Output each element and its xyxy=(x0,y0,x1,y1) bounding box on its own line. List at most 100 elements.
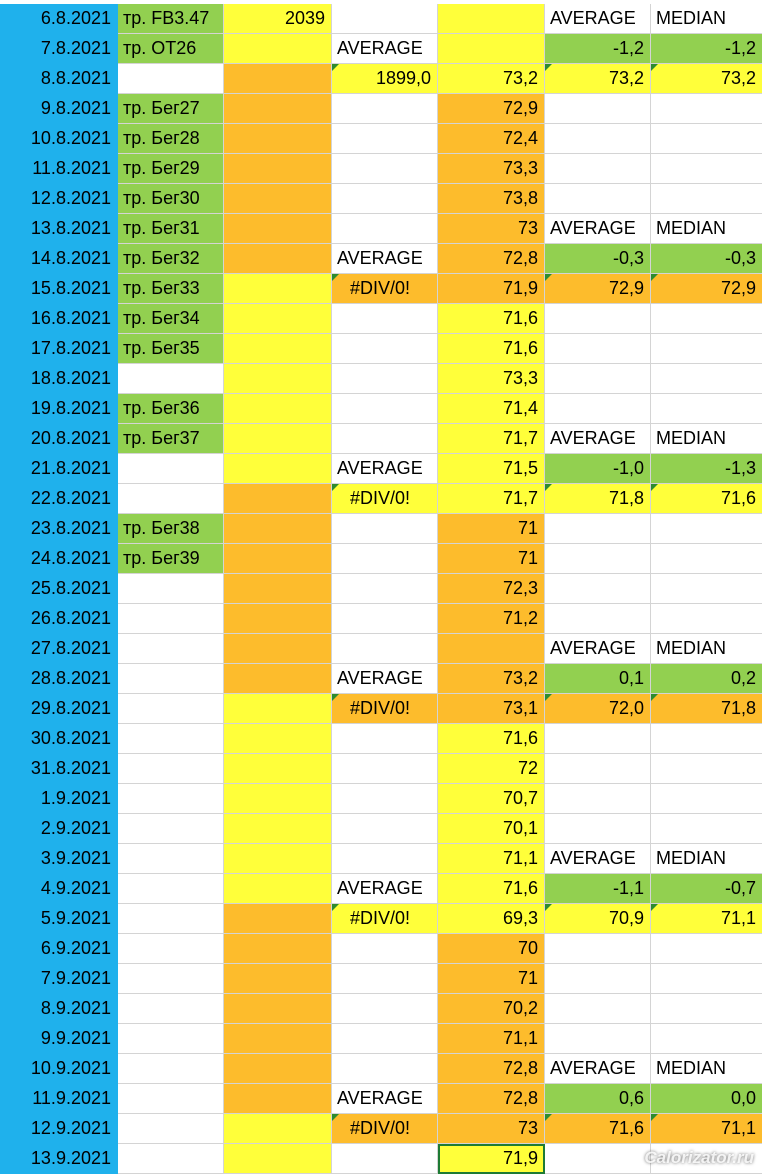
value-cell-c[interactable] xyxy=(224,1054,332,1084)
value-cell-c[interactable] xyxy=(224,1024,332,1054)
value-cell-d[interactable] xyxy=(332,964,438,994)
average-cell[interactable]: 71,8 xyxy=(545,484,651,514)
training-cell[interactable]: тр. Бег31 xyxy=(118,214,224,244)
training-cell[interactable] xyxy=(118,874,224,904)
weight-cell[interactable]: 71,6 xyxy=(438,334,545,364)
median-cell[interactable] xyxy=(651,94,762,124)
training-cell[interactable] xyxy=(118,1054,224,1084)
value-cell-d[interactable] xyxy=(332,424,438,454)
average-cell[interactable] xyxy=(545,784,651,814)
median-cell[interactable] xyxy=(651,154,762,184)
value-cell-d[interactable] xyxy=(332,94,438,124)
date-cell[interactable]: 30.8.2021 xyxy=(0,724,118,754)
median-cell[interactable] xyxy=(651,544,762,574)
weight-cell[interactable]: 70,7 xyxy=(438,784,545,814)
training-cell[interactable] xyxy=(118,64,224,94)
date-cell[interactable]: 3.9.2021 xyxy=(0,844,118,874)
date-cell[interactable]: 13.8.2021 xyxy=(0,214,118,244)
training-cell[interactable]: тр. Бег27 xyxy=(118,94,224,124)
value-cell-d[interactable]: AVERAGE xyxy=(332,34,438,64)
value-cell-d[interactable] xyxy=(332,784,438,814)
value-cell-c[interactable] xyxy=(224,64,332,94)
training-cell[interactable]: тр. FB3.47 xyxy=(118,4,224,34)
weight-cell[interactable]: 72,8 xyxy=(438,1054,545,1084)
training-cell[interactable]: тр. Бег34 xyxy=(118,304,224,334)
value-cell-c[interactable] xyxy=(224,784,332,814)
date-cell[interactable]: 17.8.2021 xyxy=(0,334,118,364)
training-cell[interactable] xyxy=(118,1024,224,1054)
value-cell-c[interactable] xyxy=(224,214,332,244)
average-cell[interactable]: AVERAGE xyxy=(545,844,651,874)
value-cell-c[interactable] xyxy=(224,724,332,754)
value-cell-c[interactable] xyxy=(224,574,332,604)
median-cell[interactable]: -0,7 xyxy=(651,874,762,904)
date-cell[interactable]: 5.9.2021 xyxy=(0,904,118,934)
median-cell[interactable]: 72,9 xyxy=(651,274,762,304)
training-cell[interactable] xyxy=(118,1114,224,1144)
date-cell[interactable]: 26.8.2021 xyxy=(0,604,118,634)
value-cell-c[interactable] xyxy=(224,454,332,484)
training-cell[interactable]: тр. Бег32 xyxy=(118,244,224,274)
date-cell[interactable]: 9.9.2021 xyxy=(0,1024,118,1054)
value-cell-d[interactable] xyxy=(332,394,438,424)
weight-cell[interactable]: 73,3 xyxy=(438,154,545,184)
value-cell-d[interactable] xyxy=(332,844,438,874)
median-cell[interactable]: MEDIAN xyxy=(651,214,762,244)
value-cell-d[interactable] xyxy=(332,1054,438,1084)
average-cell[interactable] xyxy=(545,304,651,334)
value-cell-d[interactable]: AVERAGE xyxy=(332,874,438,904)
date-cell[interactable]: 12.8.2021 xyxy=(0,184,118,214)
value-cell-c[interactable] xyxy=(224,394,332,424)
date-cell[interactable]: 6.8.2021 xyxy=(0,4,118,34)
median-cell[interactable] xyxy=(651,184,762,214)
median-cell[interactable]: -1,3 xyxy=(651,454,762,484)
value-cell-c[interactable] xyxy=(224,484,332,514)
weight-cell[interactable] xyxy=(438,34,545,64)
weight-cell[interactable]: 71,5 xyxy=(438,454,545,484)
date-cell[interactable]: 13.9.2021 xyxy=(0,1144,118,1174)
date-cell[interactable]: 21.8.2021 xyxy=(0,454,118,484)
value-cell-c[interactable] xyxy=(224,184,332,214)
median-cell[interactable] xyxy=(651,1024,762,1054)
weight-cell[interactable]: 71,6 xyxy=(438,724,545,754)
value-cell-d[interactable] xyxy=(332,184,438,214)
date-cell[interactable]: 9.8.2021 xyxy=(0,94,118,124)
value-cell-d[interactable] xyxy=(332,214,438,244)
date-cell[interactable]: 12.9.2021 xyxy=(0,1114,118,1144)
median-cell[interactable] xyxy=(651,604,762,634)
value-cell-c[interactable] xyxy=(224,364,332,394)
date-cell[interactable]: 10.8.2021 xyxy=(0,124,118,154)
value-cell-c[interactable] xyxy=(224,124,332,154)
weight-cell[interactable]: 73 xyxy=(438,214,545,244)
date-cell[interactable]: 1.9.2021 xyxy=(0,784,118,814)
median-cell[interactable] xyxy=(651,994,762,1024)
date-cell[interactable]: 8.9.2021 xyxy=(0,994,118,1024)
training-cell[interactable] xyxy=(118,604,224,634)
median-cell[interactable]: 0,0 xyxy=(651,1084,762,1114)
date-cell[interactable]: 27.8.2021 xyxy=(0,634,118,664)
training-cell[interactable] xyxy=(118,844,224,874)
median-cell[interactable] xyxy=(651,574,762,604)
weight-cell[interactable]: 71,6 xyxy=(438,304,545,334)
median-cell[interactable]: 71,1 xyxy=(651,1114,762,1144)
average-cell[interactable] xyxy=(545,604,651,634)
median-cell[interactable] xyxy=(651,754,762,784)
value-cell-d[interactable] xyxy=(332,1024,438,1054)
date-cell[interactable]: 4.9.2021 xyxy=(0,874,118,904)
weight-cell[interactable]: 73,2 xyxy=(438,64,545,94)
training-cell[interactable]: тр. Бег35 xyxy=(118,334,224,364)
value-cell-c[interactable] xyxy=(224,964,332,994)
weight-cell[interactable] xyxy=(438,634,545,664)
value-cell-d[interactable] xyxy=(332,334,438,364)
median-cell[interactable]: 71,8 xyxy=(651,694,762,724)
training-cell[interactable] xyxy=(118,634,224,664)
weight-cell[interactable]: 71,2 xyxy=(438,604,545,634)
value-cell-c[interactable] xyxy=(224,244,332,274)
average-cell[interactable] xyxy=(545,364,651,394)
weight-cell[interactable]: 72,3 xyxy=(438,574,545,604)
value-cell-c[interactable] xyxy=(224,634,332,664)
date-cell[interactable]: 11.8.2021 xyxy=(0,154,118,184)
average-cell[interactable] xyxy=(545,964,651,994)
training-cell[interactable] xyxy=(118,664,224,694)
weight-cell[interactable]: 71,7 xyxy=(438,484,545,514)
